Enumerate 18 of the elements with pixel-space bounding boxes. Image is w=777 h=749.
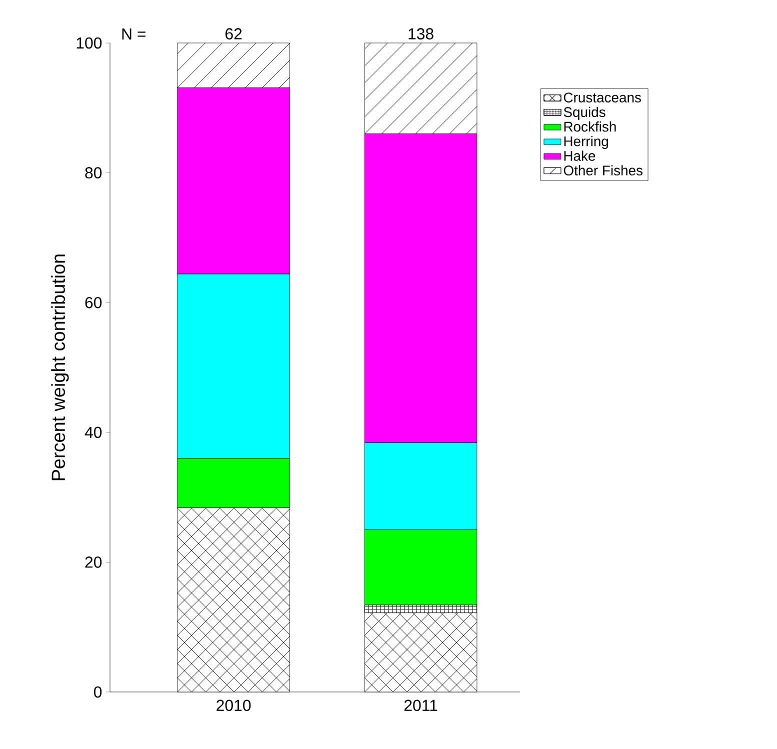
y-tick-label: 80: [85, 167, 102, 178]
y-tick-label: 20: [85, 556, 102, 568]
legend-label: Rockfish: [564, 121, 616, 132]
legend-label: Hake: [564, 150, 596, 161]
y-axis-title: Percent weight contribution: [51, 254, 69, 480]
x-tick-label: 2010: [216, 700, 251, 712]
legend-label: Squids: [564, 106, 606, 120]
annotation: 62: [226, 28, 242, 40]
y-tick-label: 40: [84, 426, 102, 438]
legend-label: Herring: [564, 136, 608, 149]
legend-label: Crustaceans: [564, 92, 641, 102]
x-tick-label: 2011: [404, 700, 438, 712]
y-tick-label: 60: [85, 296, 102, 308]
y-tick-label: 100: [76, 37, 102, 49]
y-tick-label: 0: [94, 686, 102, 698]
annotation: 138: [408, 28, 434, 40]
legend-label: Other Fishes: [564, 165, 643, 176]
text: N =: [122, 28, 146, 40]
